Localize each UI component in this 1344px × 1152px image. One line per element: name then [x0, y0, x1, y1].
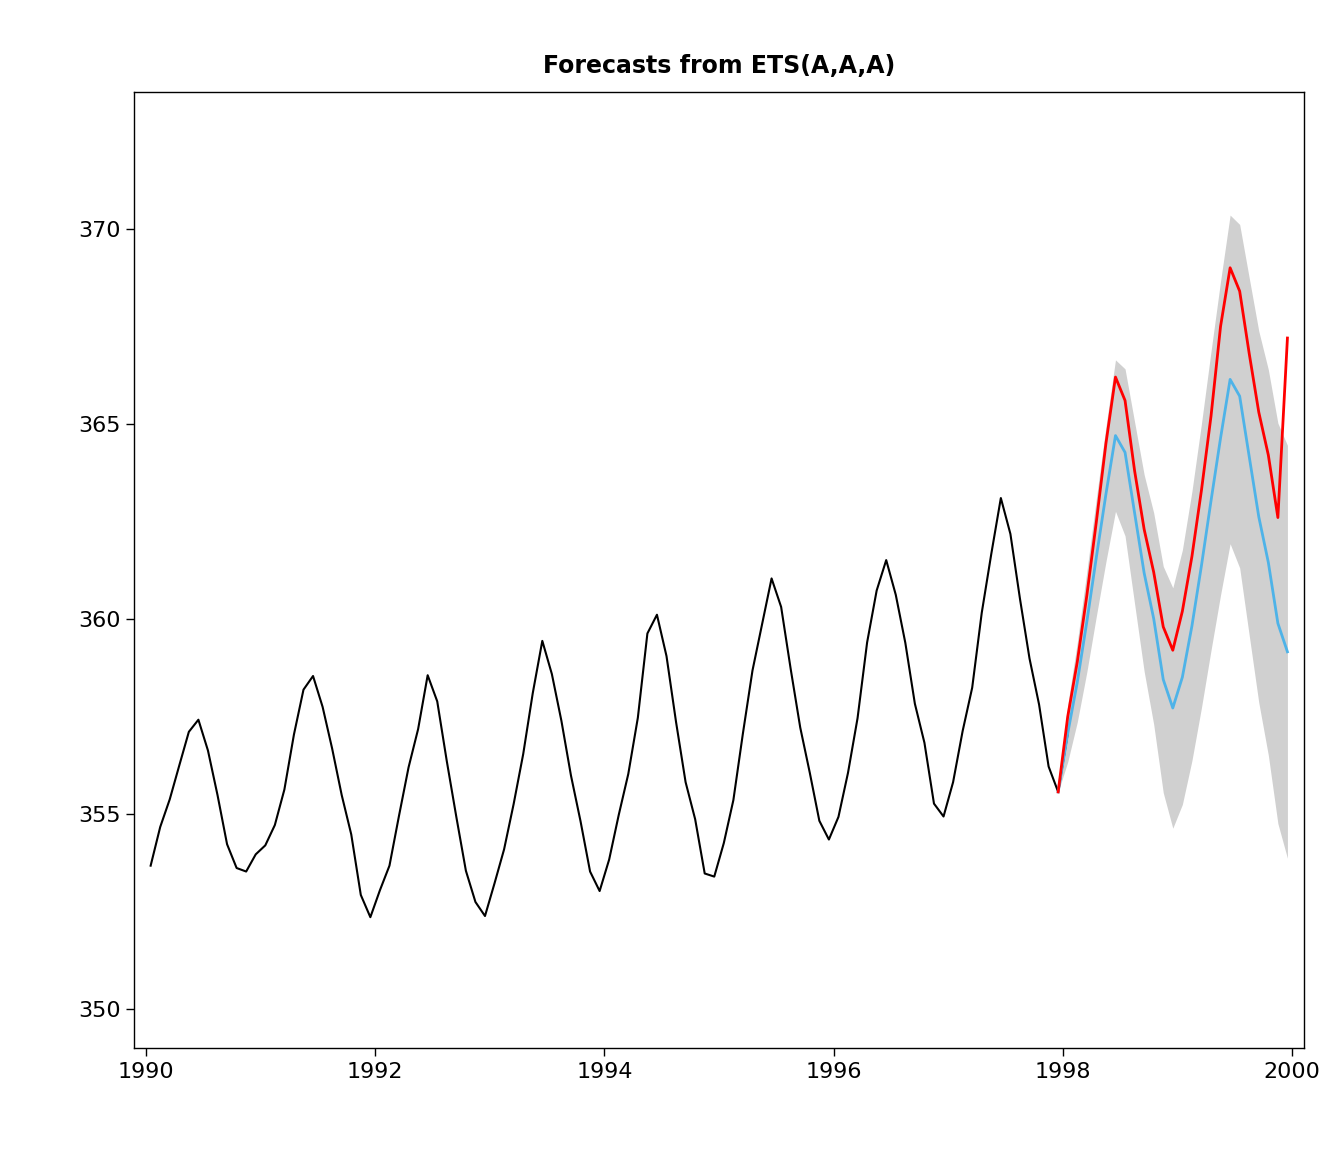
Title: Forecasts from ETS(A,A,A): Forecasts from ETS(A,A,A) [543, 54, 895, 77]
